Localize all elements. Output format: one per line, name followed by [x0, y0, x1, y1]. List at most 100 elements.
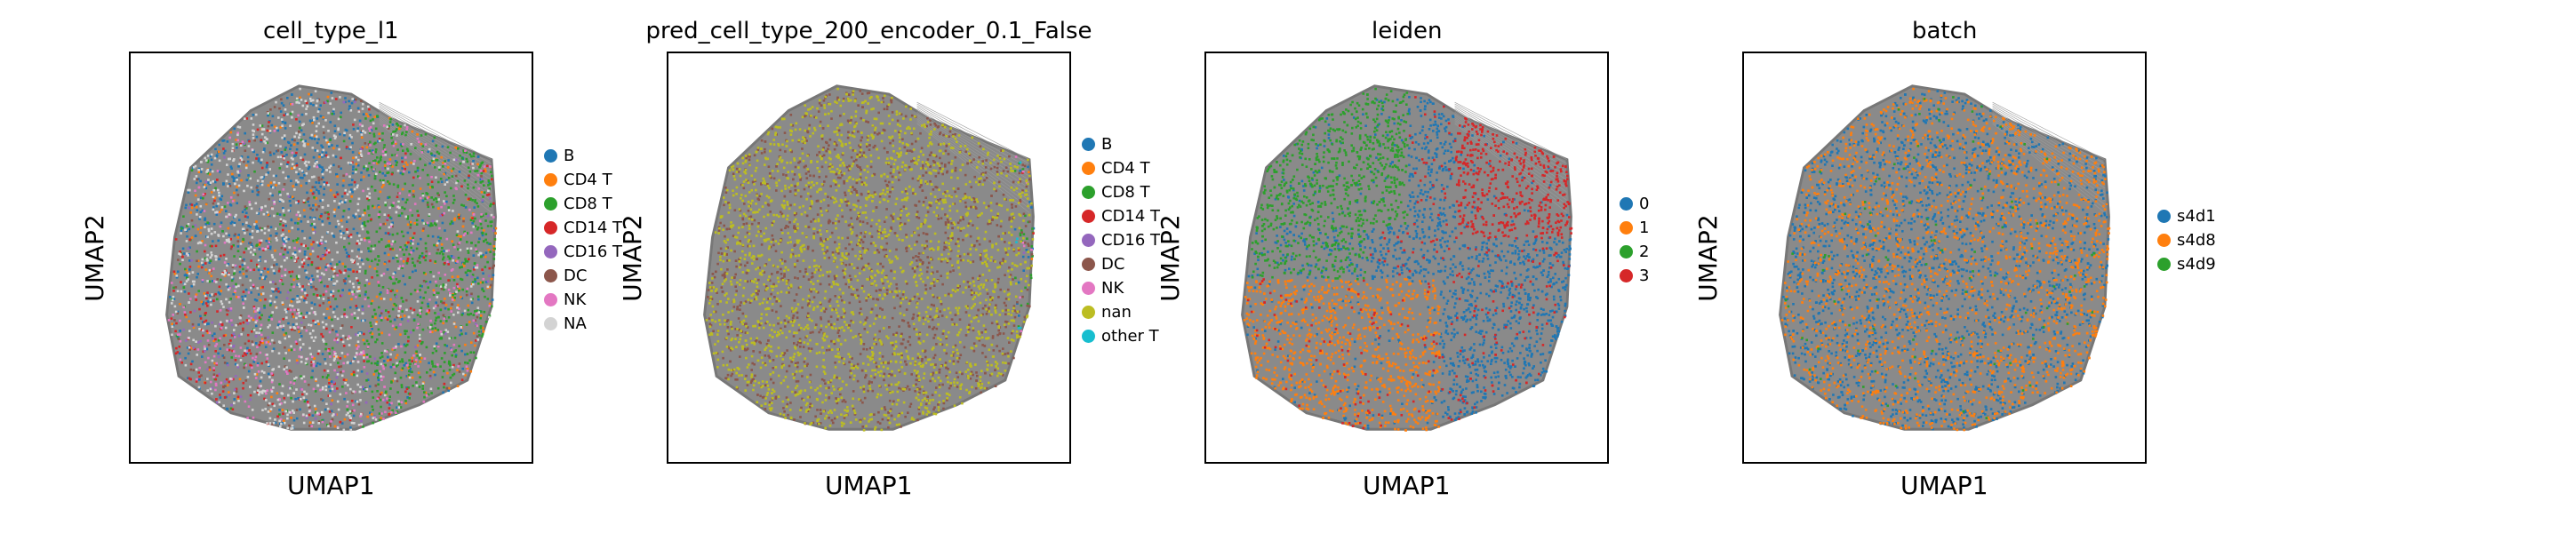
graph-edge — [379, 115, 492, 193]
legend-label: 3 — [1639, 266, 1650, 285]
graph-edge — [1992, 116, 2106, 197]
legend-item: NA — [544, 312, 622, 336]
legend-label: CD8 T — [1101, 182, 1150, 202]
scatter-series-cd4-t — [1028, 171, 1034, 260]
graph-edge — [916, 123, 1030, 213]
scatter-series-na — [171, 87, 493, 432]
legend-marker — [544, 269, 557, 282]
legend-label: 1 — [1639, 219, 1650, 237]
legend-label: NK — [1101, 278, 1124, 298]
legend-item: CD4 T — [544, 168, 622, 192]
graph-edge — [916, 107, 1030, 172]
legend-label: CD16 T — [564, 243, 623, 261]
legend: B CD4 T CD8 T CD14 T CD16 T DC NK nan other T — [1082, 132, 1160, 348]
graph-edge — [1992, 103, 2106, 164]
legend-marker — [1082, 305, 1095, 319]
legend-marker — [1082, 137, 1095, 151]
x-axis-label: UMAP1 — [287, 471, 375, 500]
chart-title: cell_type_l1 — [263, 18, 399, 44]
legend-item: DC — [544, 264, 622, 288]
legend-label: DC — [564, 266, 588, 285]
legend-item: s4d9 — [2157, 252, 2216, 276]
graph-edge — [1454, 103, 1568, 164]
x-axis-label: UMAP1 — [825, 471, 913, 500]
graph-edge — [1454, 116, 1568, 197]
legend-label: CD4 T — [564, 171, 612, 189]
legend-marker — [1620, 269, 1633, 282]
graph-edge — [1454, 123, 1568, 213]
legend-label: CD4 T — [1101, 158, 1150, 178]
legend-label: s4d8 — [2177, 230, 2216, 250]
scatter-series-other-t — [1015, 161, 1022, 330]
legend-item: other T — [1082, 324, 1160, 348]
legend-item: CD4 T — [1082, 156, 1160, 180]
chart-title: pred_cell_type_200_encoder_0.1_False — [645, 18, 1092, 44]
legend-label: CD8 T — [564, 195, 612, 213]
scatter-series-dc — [173, 98, 495, 427]
scatter-series-2 — [1251, 87, 1409, 281]
plot-frame — [1742, 52, 2147, 464]
legend-item: CD14 T — [544, 216, 622, 240]
legend-marker — [544, 197, 557, 211]
legend-item: 2 — [1620, 240, 1649, 264]
scatter-series-s4d9 — [1784, 96, 2096, 419]
graph-edge — [916, 101, 1030, 160]
y-axis-label: UMAP2 — [1692, 213, 1723, 302]
legend-item: CD16 T — [544, 240, 622, 264]
graph-edge — [1992, 101, 2106, 160]
scatter-plot — [165, 84, 498, 432]
legend: s4d1 s4d8 s4d9 — [2157, 204, 2216, 276]
legend-item: 1 — [1620, 216, 1649, 240]
legend-marker — [1082, 233, 1095, 247]
y-axis-label: UMAP2 — [617, 213, 647, 302]
legend-item: nan — [1082, 300, 1160, 324]
legend-label: DC — [1101, 254, 1125, 274]
legend-label: CD16 T — [1101, 230, 1161, 250]
y-axis-label: UMAP2 — [1155, 213, 1185, 302]
graph-edge — [1454, 101, 1568, 160]
graph-edge — [916, 122, 1030, 210]
legend-marker — [544, 317, 557, 330]
legend-label: other T — [1101, 326, 1159, 346]
y-axis-label: UMAP2 — [79, 213, 109, 302]
chart-title: leiden — [1372, 18, 1443, 44]
chart-title: batch — [1912, 18, 1978, 44]
legend-label: s4d9 — [2177, 254, 2216, 274]
legend-label: B — [564, 147, 575, 165]
legend-marker — [1082, 209, 1095, 223]
plot-frame — [129, 52, 533, 464]
legend-label: NA — [564, 314, 587, 333]
legend-marker — [1082, 281, 1095, 295]
graph-edge — [1992, 115, 2106, 193]
legend-item: s4d1 — [2157, 204, 2216, 228]
scatter-plot — [703, 84, 1036, 432]
legend-marker — [1082, 257, 1095, 271]
graph-edge — [916, 115, 1030, 193]
legend-label: 2 — [1639, 243, 1650, 261]
scatter-plot — [1779, 84, 2111, 432]
legend-label: CD14 T — [1101, 206, 1161, 226]
legend-item: NK — [1082, 276, 1160, 300]
legend-item: B — [1082, 132, 1160, 156]
graph-edge — [916, 103, 1030, 164]
legend-label: CD14 T — [564, 219, 623, 237]
legend-marker — [544, 149, 557, 163]
legend: 0 1 2 3 — [1620, 192, 1649, 288]
legend-marker — [1620, 197, 1633, 211]
legend-item: 0 — [1620, 192, 1649, 216]
graph-edge — [1992, 123, 2106, 213]
graph-edge — [1454, 115, 1568, 193]
legend-item: CD16 T — [1082, 228, 1160, 252]
legend-marker — [1620, 221, 1633, 235]
scatter-plot — [1241, 84, 1573, 432]
legend-label: s4d1 — [2177, 206, 2216, 226]
scatter-series-nk — [1014, 155, 1033, 333]
legend-marker — [1620, 245, 1633, 259]
legend-item: 3 — [1620, 264, 1649, 288]
graph-edge — [916, 120, 1030, 205]
scatter-series-3 — [1246, 96, 1573, 430]
scatter-series-b — [1013, 165, 1036, 317]
legend: B CD4 T CD8 T CD14 T CD16 T DC NK NA — [544, 144, 622, 336]
graph-edge — [379, 101, 492, 160]
